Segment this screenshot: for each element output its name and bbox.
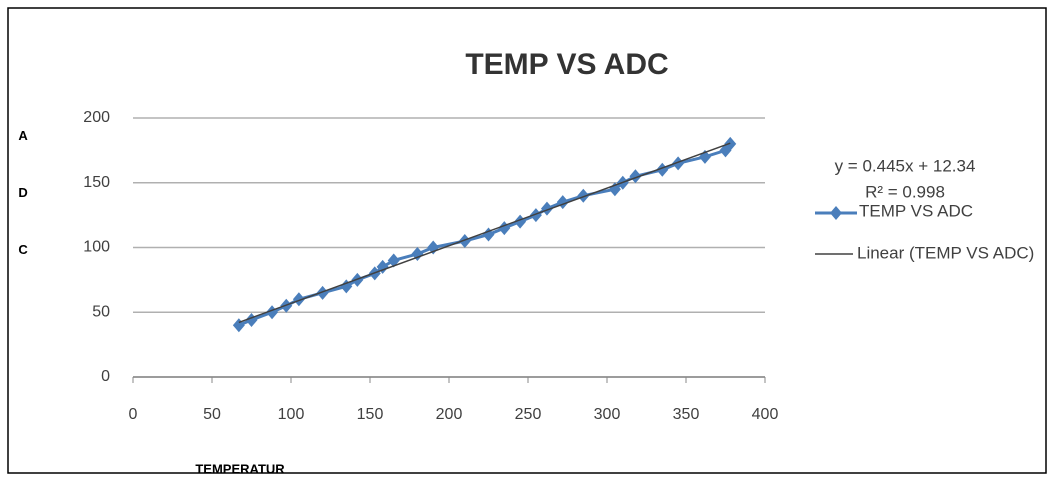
y-tick-label: 100 bbox=[83, 239, 110, 256]
chart-title: TEMP VS ADC bbox=[465, 48, 668, 81]
y-tick-label: 50 bbox=[92, 303, 110, 320]
y-tick-label: 0 bbox=[101, 368, 110, 385]
legend-label: TEMP VS ADC bbox=[859, 201, 973, 220]
y-axis-label: ADC bbox=[16, 128, 31, 299]
x-tick-label: 150 bbox=[357, 406, 384, 423]
x-tick-label: 100 bbox=[278, 406, 305, 423]
x-tick-label: 350 bbox=[673, 406, 700, 423]
x-tick-label: 250 bbox=[515, 406, 542, 423]
x-tick-label: 50 bbox=[203, 406, 221, 423]
trendline-r2: R² = 0.998 bbox=[865, 182, 945, 201]
x-tick-label: 400 bbox=[752, 406, 779, 423]
legend-label: Linear (TEMP VS ADC) bbox=[857, 243, 1034, 262]
trendline-equation: y = 0.445x + 12.34 bbox=[835, 156, 976, 175]
y-tick-label: 200 bbox=[83, 109, 110, 126]
chart: TEMP VS ADC TEMPERATUR ADC 0 50 100 150 200 0… bbox=[0, 0, 1050, 481]
y-tick-label: 150 bbox=[83, 174, 110, 191]
x-axis-label: TEMPERATUR bbox=[195, 461, 285, 476]
x-tick-label: 0 bbox=[129, 406, 138, 423]
x-tick-label: 200 bbox=[436, 406, 463, 423]
x-tick-label: 300 bbox=[594, 406, 621, 423]
